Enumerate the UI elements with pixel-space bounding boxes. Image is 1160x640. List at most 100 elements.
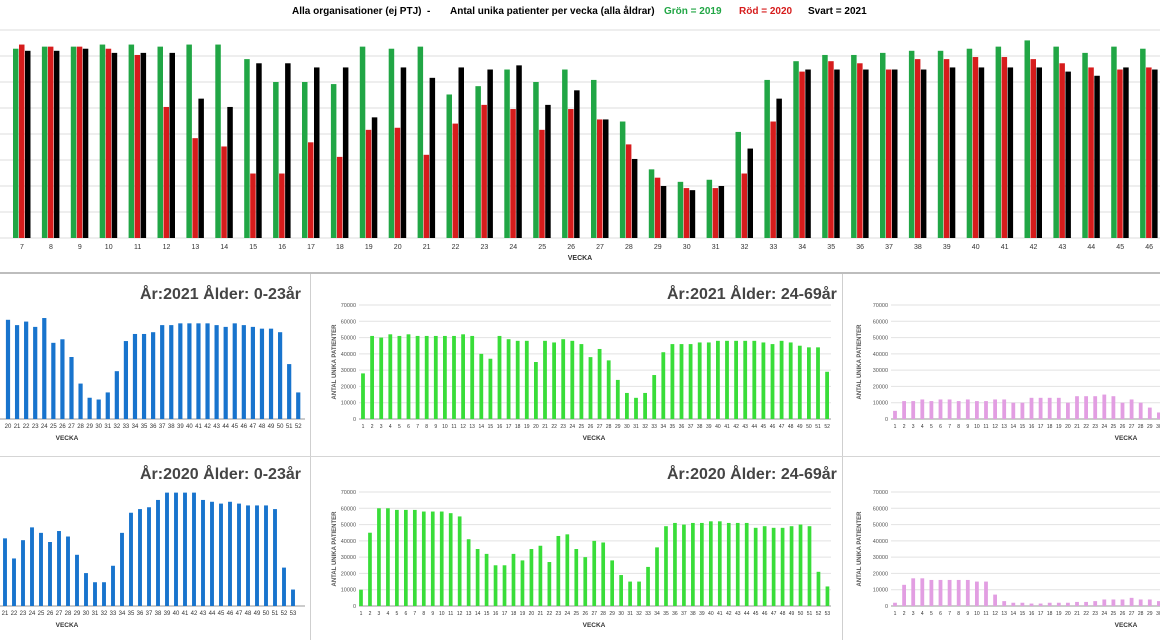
y-tick-0: 0 — [353, 604, 356, 610]
x-tick-27: 27 — [596, 244, 604, 251]
bar-week-13-series-0 — [186, 44, 192, 238]
bar-week-28 — [66, 536, 70, 606]
bar-week-46-series-0 — [1140, 48, 1146, 238]
x-tick-53: 53 — [825, 611, 831, 617]
bar-week-10-series-1 — [105, 48, 112, 238]
bar-week-14-series-1 — [221, 146, 227, 238]
x-tick-14: 14 — [220, 244, 228, 251]
x-tick-22: 22 — [551, 424, 557, 430]
bar-week-50 — [807, 347, 811, 419]
x-tick-26: 26 — [588, 424, 594, 430]
bar-week-45-series-2 — [1123, 67, 1129, 238]
x-tick-7: 7 — [948, 611, 951, 617]
x-tick-29: 29 — [74, 611, 81, 617]
y-tick-20000: 20000 — [341, 384, 356, 390]
y-tick-60000: 60000 — [873, 319, 888, 325]
x-tick-3: 3 — [380, 424, 383, 430]
bar-week-23 — [1093, 396, 1098, 419]
y-tick-40000: 40000 — [873, 352, 888, 358]
bar-week-40-series-0 — [966, 48, 973, 238]
x-tick-34: 34 — [119, 611, 126, 617]
x-tick-19: 19 — [1056, 424, 1062, 430]
bar-week-19 — [1056, 602, 1061, 606]
bar-week-29 — [87, 397, 92, 419]
bar-week-41-series-1 — [1001, 57, 1008, 238]
x-tick-12: 12 — [992, 611, 998, 617]
x-tick-43: 43 — [1059, 244, 1067, 251]
x-tick-14: 14 — [475, 611, 481, 617]
bar-week-42 — [192, 492, 196, 606]
bar-week-41-series-0 — [995, 46, 1002, 238]
x-tick-9: 9 — [966, 424, 969, 430]
bar-week-5 — [929, 401, 934, 419]
bar-week-30-series-0 — [677, 181, 684, 238]
bar-week-32-series-0 — [735, 131, 741, 238]
x-tick-27: 27 — [1129, 424, 1135, 430]
bar-week-45-series-0 — [1111, 46, 1117, 238]
bar-week-44-series-2 — [1094, 75, 1100, 238]
x-tick-2: 2 — [371, 424, 374, 430]
bar-week-46 — [770, 344, 775, 419]
x-tick-22: 22 — [452, 244, 460, 251]
bar-week-11-series-2 — [140, 52, 147, 238]
bar-week-34 — [132, 333, 138, 419]
x-tick-30: 30 — [624, 424, 630, 430]
bar-week-40 — [187, 323, 192, 419]
x-tick-36: 36 — [856, 244, 864, 251]
x-tick-23: 23 — [481, 244, 489, 251]
bar-week-26-series-2 — [574, 90, 580, 238]
x-tick-12: 12 — [460, 424, 466, 430]
bar-week-20 — [1066, 602, 1070, 606]
bar-week-3 — [911, 401, 916, 419]
bar-week-1 — [893, 410, 897, 419]
y-tick-40000: 40000 — [341, 352, 356, 358]
bar-week-13 — [1002, 399, 1007, 419]
bar-week-30-series-2 — [689, 190, 696, 238]
x-tick-52: 52 — [281, 611, 288, 617]
x-tick-43: 43 — [742, 424, 748, 430]
bar-week-18-series-0 — [330, 84, 337, 238]
x-tick-30: 30 — [1156, 611, 1160, 617]
bar-week-52 — [282, 567, 286, 606]
bar-week-22 — [1084, 396, 1088, 419]
y-tick-0: 0 — [885, 604, 888, 610]
y-tick-60000: 60000 — [341, 506, 356, 512]
bar-week-33-series-1 — [770, 121, 776, 238]
x-tick-23: 23 — [1092, 424, 1098, 430]
bar-week-38-series-1 — [914, 59, 921, 239]
x-tick-20: 20 — [1065, 611, 1071, 617]
x-tick-22: 22 — [23, 424, 30, 430]
bar-week-21-series-1 — [423, 154, 430, 238]
x-tick-31: 31 — [627, 611, 633, 617]
bar-week-40-series-2 — [978, 67, 985, 238]
bar-week-34-series-1 — [799, 71, 805, 238]
panel-divider-2 — [842, 274, 843, 640]
x-tick-16: 16 — [1029, 424, 1035, 430]
x-tick-30: 30 — [95, 424, 102, 430]
x-tick-46: 46 — [762, 611, 768, 617]
panel-divider-1 — [310, 274, 311, 640]
bar-week-23-series-2 — [487, 69, 493, 238]
x-tick-29: 29 — [86, 424, 93, 430]
x-tick-11: 11 — [451, 424, 456, 430]
x-tick-7: 7 — [20, 244, 24, 251]
y-axis-label: ANTAL UNIKA PATIENTER — [332, 324, 338, 400]
bar-week-26-series-1 — [568, 109, 574, 238]
bar-week-31 — [93, 582, 97, 606]
bar-week-7-series-1 — [19, 44, 25, 238]
bar-week-52 — [296, 392, 301, 419]
bar-week-19-series-2 — [371, 117, 378, 238]
x-tick-47: 47 — [236, 611, 243, 617]
bar-week-30 — [84, 573, 88, 606]
x-tick-25: 25 — [1111, 611, 1117, 617]
x-tick-38: 38 — [914, 244, 922, 251]
x-tick-40: 40 — [186, 424, 193, 430]
bar-week-30 — [1157, 412, 1160, 419]
x-tick-28: 28 — [606, 424, 612, 430]
bar-week-3 — [377, 508, 381, 606]
x-tick-8: 8 — [422, 611, 425, 617]
x-tick-10: 10 — [974, 424, 980, 430]
x-tick-27: 27 — [591, 611, 597, 617]
x-axis-label: VECKA — [1115, 435, 1138, 442]
x-tick-37: 37 — [146, 611, 153, 617]
